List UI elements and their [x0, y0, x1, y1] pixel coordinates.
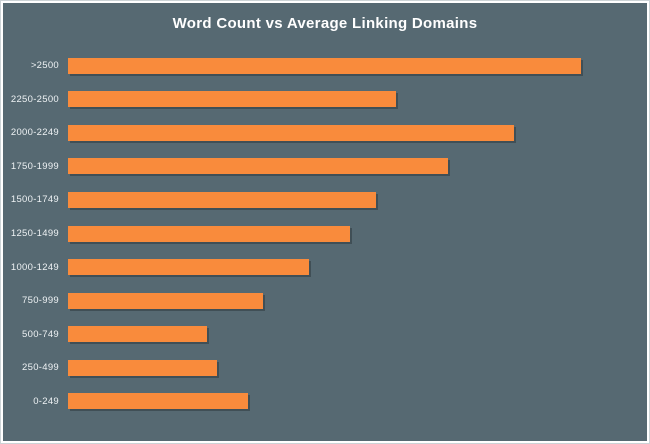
chart-row: 250-499 [3, 351, 647, 385]
bar-chart: Word Count vs Average Linking Domains >2… [3, 3, 647, 441]
bar-track [68, 359, 647, 376]
category-label: 1750-1999 [10, 160, 59, 172]
bar [68, 158, 448, 175]
category-label: 1250-1499 [10, 228, 59, 239]
category-label: 1000-1249 [10, 261, 59, 273]
chart-row: 2000-2249 [3, 116, 647, 150]
bar-track [68, 91, 647, 108]
chart-row: 500-749 [3, 317, 647, 351]
category-label: 2250-2500 [10, 93, 59, 105]
chart-row: 1000-1249 [3, 250, 647, 284]
bar-track [68, 393, 647, 410]
bar-track [68, 191, 647, 208]
bar-track [68, 57, 647, 74]
chart-title: Word Count vs Average Linking Domains [172, 15, 478, 32]
chart-row: 2250-2500 [3, 83, 647, 117]
bar [68, 326, 207, 343]
bar [68, 393, 248, 410]
bar [68, 191, 376, 208]
chart-row: 1250-1499 [3, 217, 647, 251]
bar [68, 259, 310, 276]
category-label: 1500-1749 [10, 194, 59, 206]
bar [68, 91, 397, 108]
bar [68, 124, 515, 141]
chart-row: 1500-1749 [3, 183, 647, 217]
category-label: 750-999 [22, 295, 59, 307]
bar [68, 359, 217, 376]
chart-row: 0-249 [3, 384, 647, 418]
bar-track [68, 292, 647, 309]
bar-track [68, 158, 647, 175]
bar [68, 292, 263, 309]
chart-row: 750-999 [3, 284, 647, 318]
bar [68, 225, 351, 242]
chart-row: 1750-1999 [3, 150, 647, 184]
category-label: 500-749 [22, 328, 59, 340]
bar [68, 57, 581, 74]
bar-track [68, 259, 647, 276]
category-label: 2000-2249 [10, 127, 59, 139]
category-label: 0-249 [33, 395, 59, 407]
category-label: 250-499 [22, 362, 59, 374]
chart-row: >2500 [3, 49, 647, 83]
bar-track [68, 326, 647, 343]
chart-rows: >2500 2250-2500 2000-2249 1750-1999 1500-174… [3, 49, 647, 418]
category-label: >2500 [30, 60, 59, 72]
bar-track [68, 124, 647, 141]
bar-track [68, 225, 647, 242]
